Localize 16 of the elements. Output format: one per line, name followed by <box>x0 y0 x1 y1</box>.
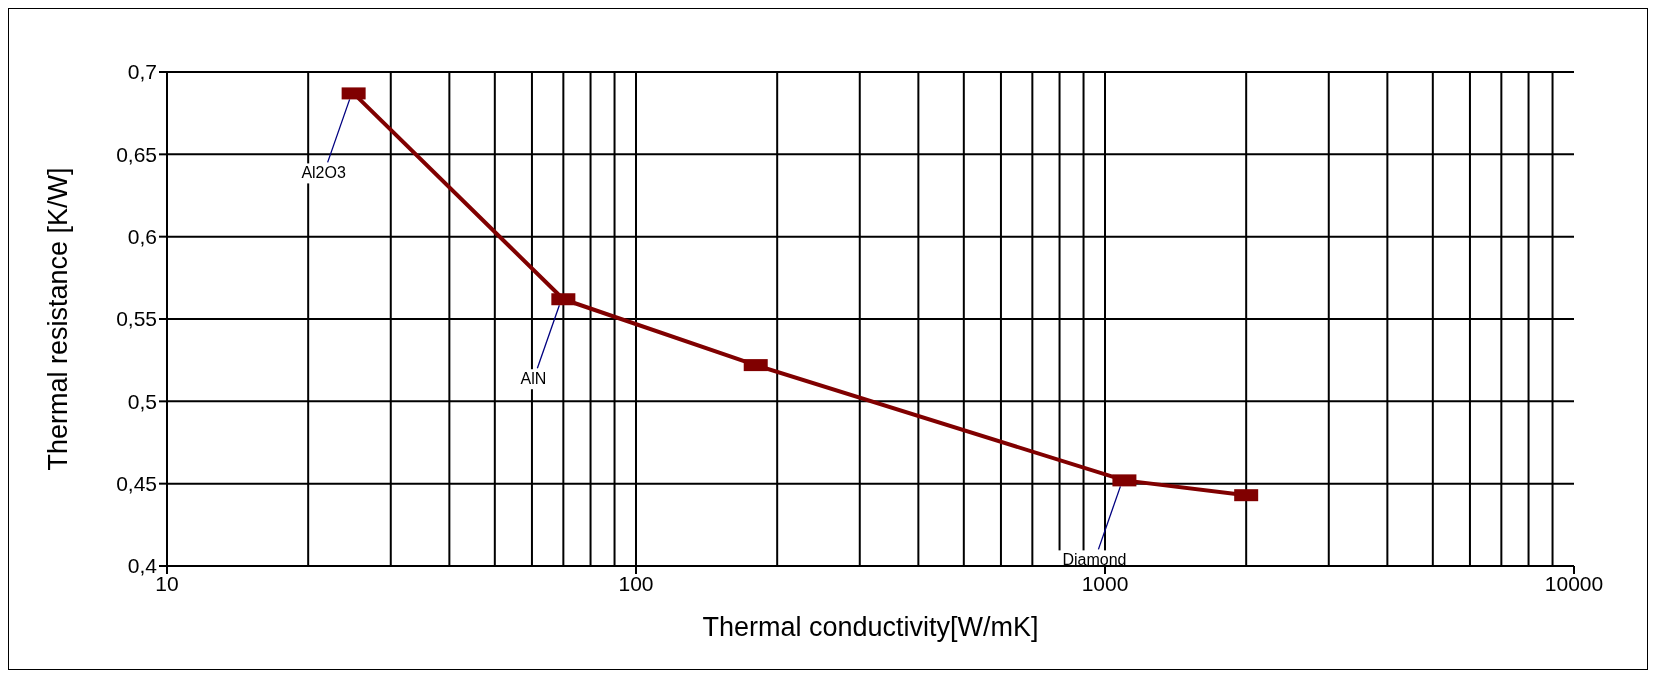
x-tick-label: 1000 <box>1081 571 1129 595</box>
y-tick-label: 0,45 <box>116 472 157 496</box>
y-tick-label: 0,4 <box>127 554 158 578</box>
y-tick-label: 0,55 <box>116 307 157 331</box>
y-tick-label: 0,65 <box>116 142 157 166</box>
annotation: Diamond <box>1062 551 1127 569</box>
y-tick-label: 0,6 <box>127 225 157 249</box>
x-axis-title: Thermal conductivity[W/mK] <box>702 612 1039 642</box>
x-tick-label: 100 <box>618 571 654 595</box>
x-tick-label: 10 <box>155 571 179 595</box>
x-tick-label: 10000 <box>1544 571 1604 595</box>
annotation: AlN <box>520 370 547 388</box>
y-tick-label: 0,5 <box>127 389 157 413</box>
y-tick-label: 0,7 <box>127 60 157 84</box>
annotation: Al2O3 <box>301 164 346 182</box>
y-axis-title: Thermal resistance [K/W] <box>42 167 73 471</box>
